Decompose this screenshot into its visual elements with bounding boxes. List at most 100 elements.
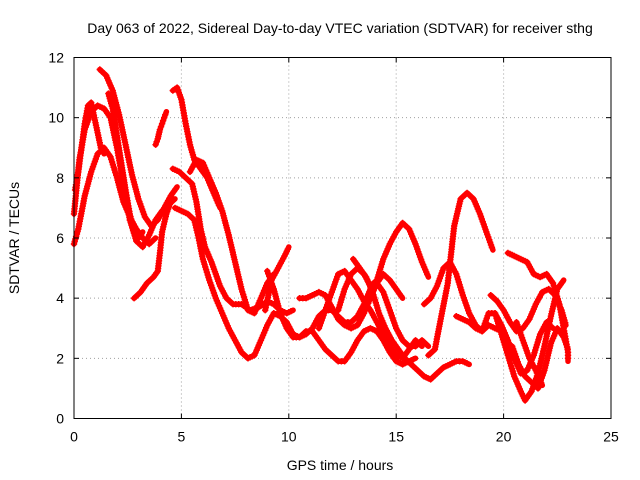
data-point <box>370 289 375 295</box>
data-point <box>368 325 373 331</box>
series-sat-m <box>264 267 419 368</box>
data-point <box>393 286 399 292</box>
data-point <box>114 175 120 181</box>
data-point <box>453 271 459 277</box>
data-point <box>387 241 393 247</box>
data-point <box>428 295 433 301</box>
series-sat-s <box>425 189 496 359</box>
data-point <box>303 295 309 301</box>
data-point <box>490 247 496 253</box>
data-point <box>466 310 472 316</box>
data-point <box>355 337 360 343</box>
data-point <box>146 232 152 238</box>
data-point <box>434 371 440 376</box>
data-point <box>168 193 174 199</box>
data-point <box>539 289 545 295</box>
data-point <box>527 355 532 361</box>
data-point <box>432 346 438 352</box>
series-sat-k <box>186 156 277 317</box>
data-point <box>342 358 347 364</box>
data-point <box>479 328 485 334</box>
data-point <box>219 208 225 214</box>
data-point <box>322 307 328 313</box>
data-point <box>155 217 161 223</box>
data-point <box>196 235 202 241</box>
data-point <box>140 244 146 250</box>
data-point <box>79 145 84 151</box>
x-tick-label: 0 <box>70 429 78 445</box>
data-point <box>402 355 408 361</box>
data-point <box>561 325 567 331</box>
data-point <box>348 319 354 325</box>
data-point <box>174 184 180 190</box>
data-point <box>95 151 100 157</box>
data-point <box>342 268 347 274</box>
data-point <box>92 115 97 121</box>
data-point <box>131 229 137 235</box>
data-point <box>554 325 560 331</box>
data-point <box>499 331 504 337</box>
data-point <box>426 274 431 280</box>
data-point <box>537 331 543 337</box>
data-point <box>286 244 292 250</box>
series-sat-y <box>513 319 546 389</box>
data-point <box>329 304 335 310</box>
data-point <box>252 310 257 316</box>
data-point <box>75 226 81 232</box>
data-point <box>488 292 494 298</box>
data-point <box>516 362 521 367</box>
data-point <box>477 211 483 217</box>
data-point <box>505 250 511 256</box>
data-point <box>97 67 103 72</box>
data-point <box>509 343 515 349</box>
data-point <box>217 283 223 289</box>
data-point <box>226 232 232 238</box>
data-point <box>271 310 277 316</box>
data-point <box>187 142 193 148</box>
data-point <box>224 295 229 301</box>
data-point <box>544 271 549 277</box>
data-point <box>153 142 159 148</box>
data-point <box>531 352 537 358</box>
data-point <box>428 377 433 382</box>
data-point <box>413 337 418 343</box>
data-point <box>277 310 283 316</box>
data-point <box>486 310 491 316</box>
data-point <box>335 316 341 322</box>
data-point <box>219 310 225 316</box>
data-point <box>194 199 199 205</box>
data-point <box>316 325 322 331</box>
data-point <box>245 307 251 313</box>
data-point <box>395 346 401 352</box>
data-point <box>264 268 270 274</box>
data-point <box>460 292 466 298</box>
axis-ticks <box>73 57 612 419</box>
data-point <box>460 316 466 322</box>
data-point <box>542 368 547 373</box>
data-point <box>518 256 524 262</box>
data-point <box>140 229 146 235</box>
data-point <box>522 398 528 403</box>
data-point <box>131 295 137 301</box>
data-point <box>548 340 554 346</box>
data-point <box>232 337 238 343</box>
data-point <box>262 307 268 313</box>
data-point <box>421 301 427 307</box>
data-point <box>533 301 539 307</box>
data-point <box>335 271 341 277</box>
data-point <box>103 73 109 78</box>
data-point <box>118 160 124 166</box>
data-point <box>383 325 388 331</box>
data-point <box>101 151 107 157</box>
data-point <box>421 374 427 379</box>
data-point <box>88 169 94 175</box>
series-sat-w <box>504 249 572 365</box>
data-point <box>95 130 100 136</box>
data-point <box>361 328 367 334</box>
data-point <box>142 214 148 220</box>
data-point <box>565 358 571 364</box>
data-point <box>419 343 425 349</box>
data-point <box>406 226 412 232</box>
data-point <box>518 389 524 394</box>
